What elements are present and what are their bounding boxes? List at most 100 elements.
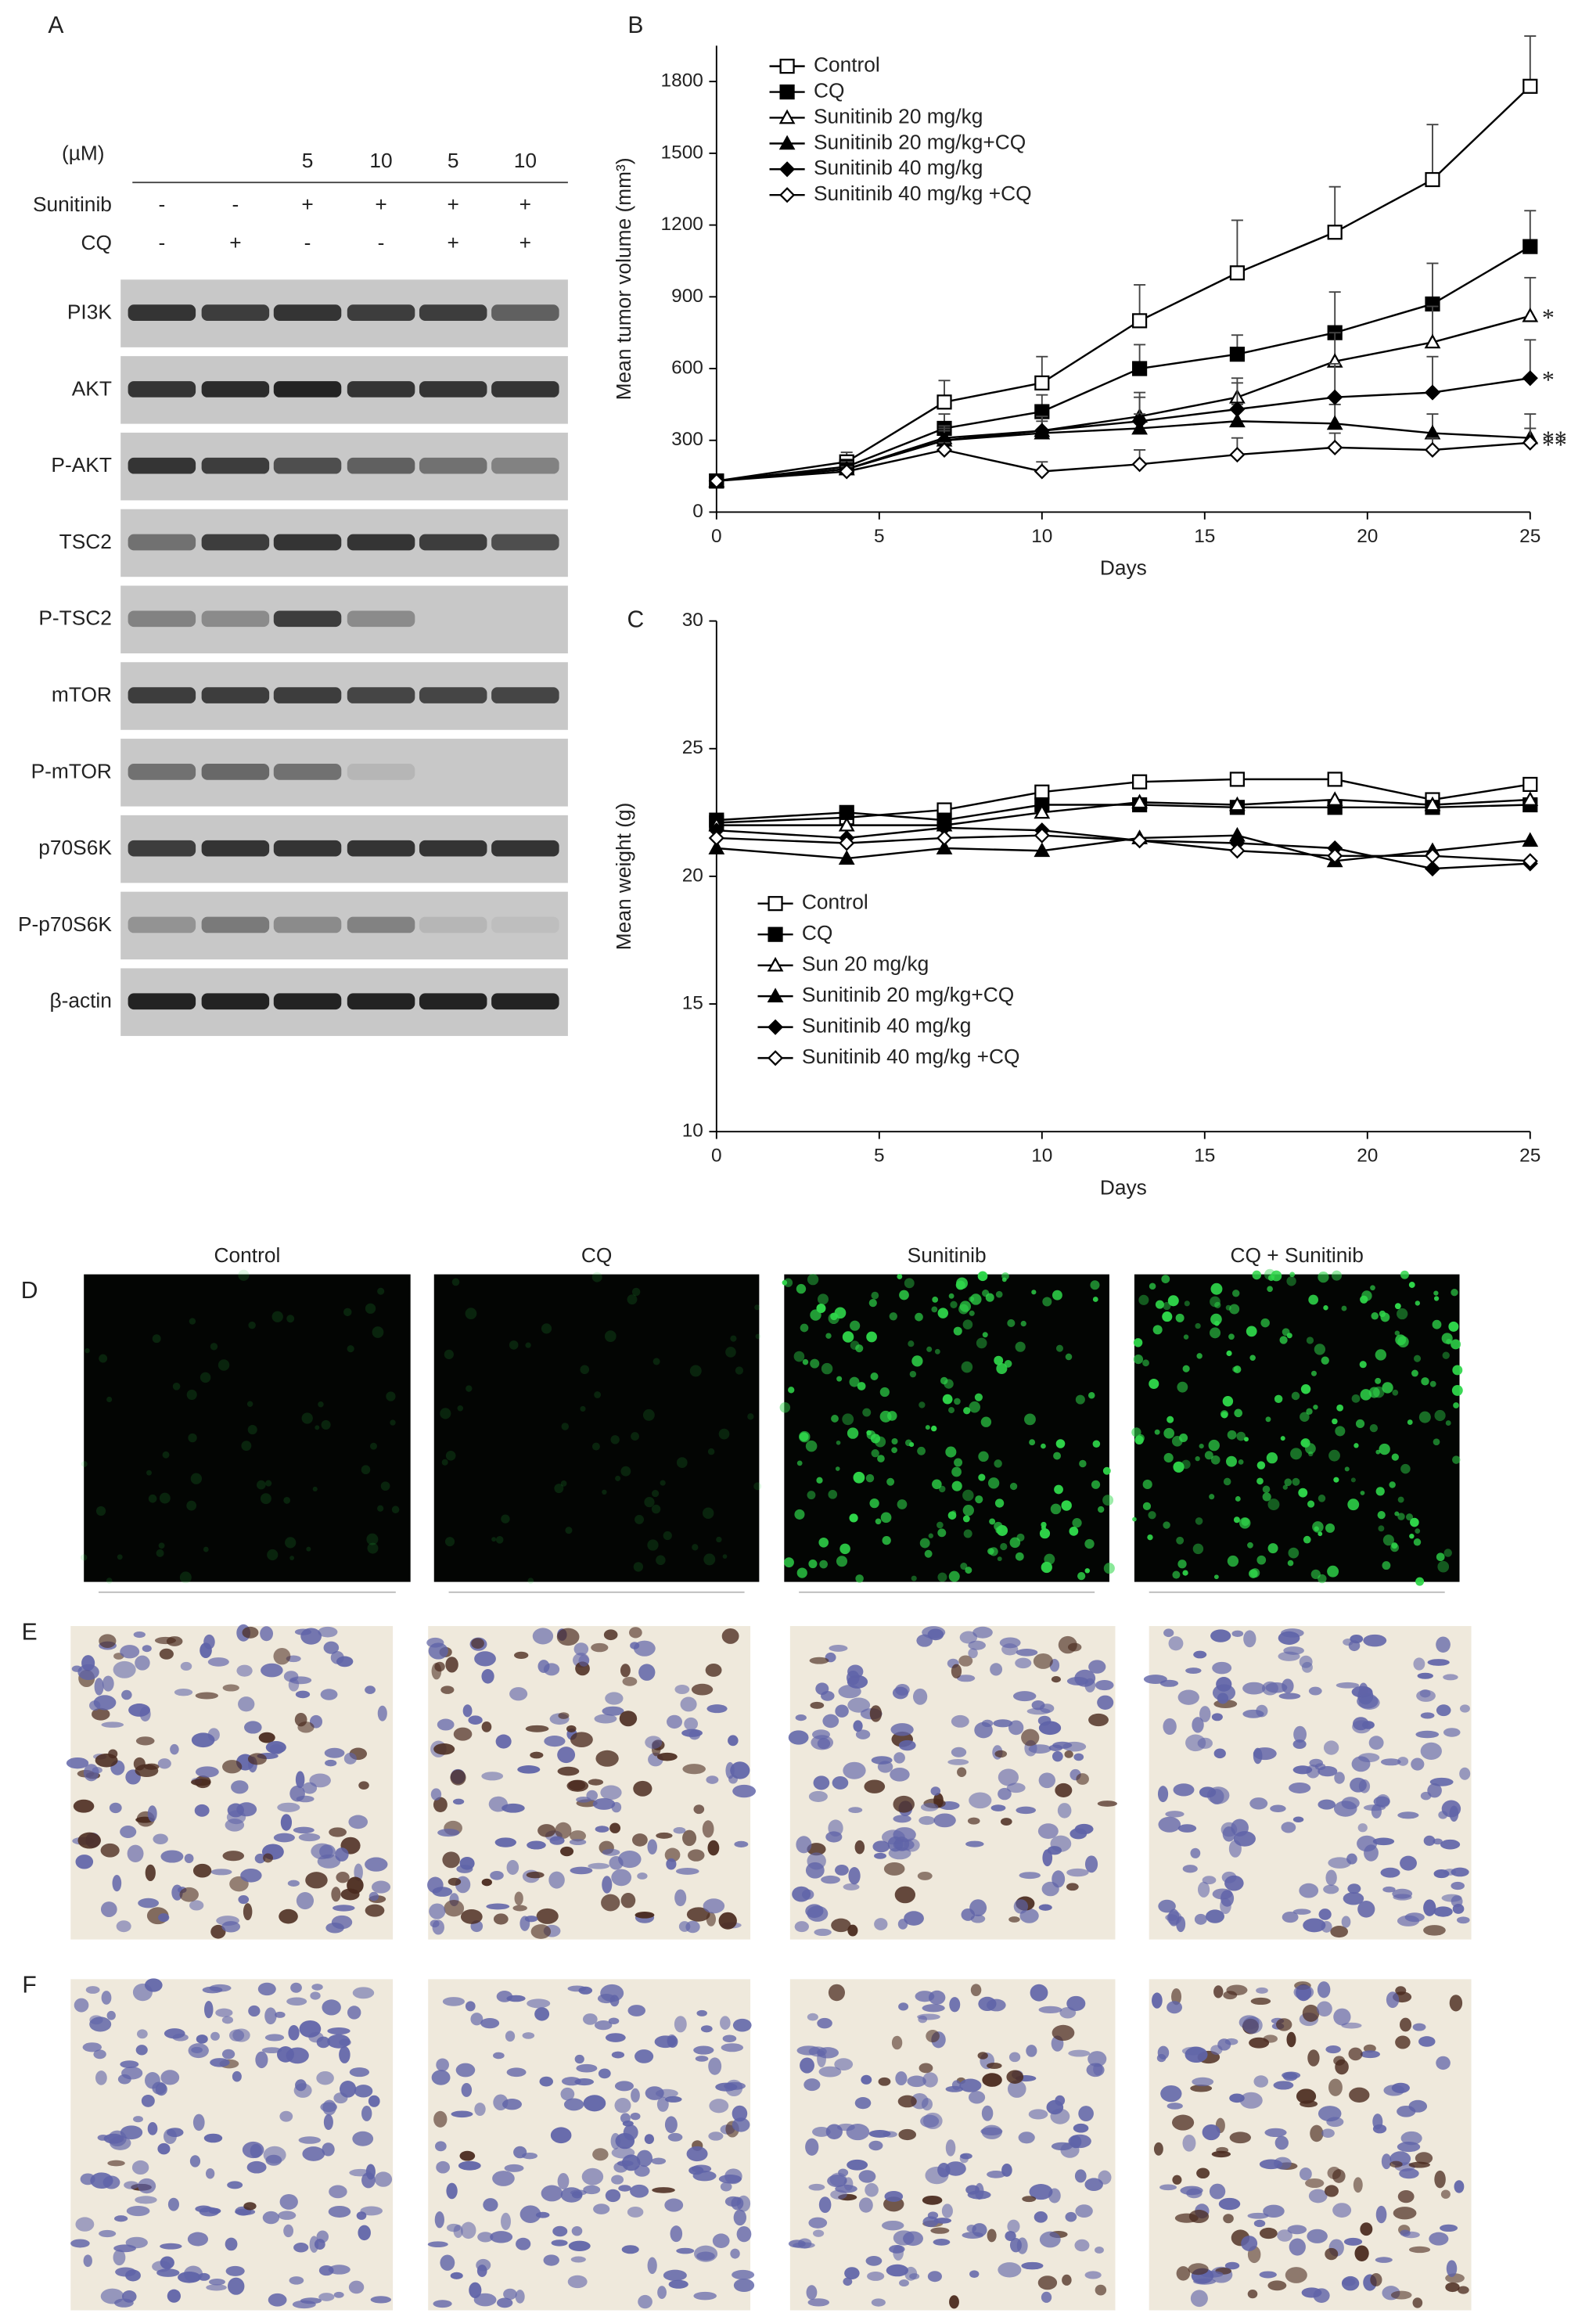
nucleus — [222, 1684, 239, 1692]
nucleus — [1420, 1791, 1432, 1801]
cell-signal — [1020, 1320, 1026, 1327]
nucleus — [121, 1689, 132, 1700]
nucleus — [788, 2239, 806, 2248]
nucleus — [1033, 1653, 1053, 1669]
nucleus — [1328, 1857, 1352, 1869]
cell-signal — [652, 1358, 660, 1365]
nucleus — [861, 2074, 872, 2085]
x-tick-label: 0 — [711, 1146, 722, 1167]
cell-signal — [1359, 1361, 1367, 1369]
cell-signal — [1410, 1517, 1419, 1527]
nucleus — [960, 2153, 972, 2160]
nucleus — [437, 1718, 455, 1731]
nucleus — [225, 2237, 238, 2251]
nucleus — [555, 1822, 572, 1839]
nucleus — [611, 2175, 624, 2185]
nucleus — [124, 2181, 139, 2189]
nucleus — [807, 2013, 818, 2021]
nucleus — [189, 2155, 201, 2168]
nucleus — [279, 2110, 293, 2122]
nucleus — [998, 1768, 1019, 1786]
cell-signal — [1167, 1416, 1174, 1423]
nucleus — [898, 2002, 909, 2011]
nucleus — [1197, 1881, 1210, 1898]
blot-band — [201, 764, 270, 780]
marker — [708, 829, 724, 847]
nucleus — [583, 2185, 601, 2195]
nucleus — [1330, 1926, 1348, 1938]
cell-signal — [1024, 1413, 1036, 1426]
nucleus — [1211, 1713, 1223, 1721]
cell-signal — [1395, 1334, 1407, 1346]
nucleus — [578, 1986, 593, 1995]
nucleus — [1318, 1908, 1332, 1920]
cell-signal — [870, 1372, 879, 1381]
cell-signal — [1409, 1533, 1415, 1539]
cell-signal — [1155, 1300, 1164, 1309]
treatment-sign: + — [448, 231, 459, 254]
cell-signal — [1221, 1412, 1228, 1419]
nucleus — [1380, 1867, 1400, 1878]
nucleus — [99, 2229, 117, 2238]
nucleus — [1009, 2238, 1022, 2253]
nucleus — [1418, 2036, 1436, 2047]
cell-signal — [917, 1446, 926, 1455]
cell-signal — [148, 1494, 157, 1503]
nucleus — [1157, 1786, 1169, 1803]
nucleus — [895, 2071, 908, 2086]
nucleus — [1427, 1783, 1442, 1798]
cell-signal — [793, 1351, 805, 1362]
cell-signal — [1335, 1426, 1346, 1437]
significance: ** — [1542, 431, 1567, 459]
protein-label: mTOR — [52, 682, 112, 706]
nucleus — [537, 1824, 556, 1837]
cell-signal — [1227, 1555, 1239, 1567]
nucleus — [705, 1664, 722, 1677]
cell-signal — [1167, 1295, 1179, 1307]
cell-signal — [755, 1333, 761, 1340]
nucleus — [283, 1671, 299, 1682]
nucleus — [75, 1855, 94, 1869]
nucleus — [296, 1795, 315, 1803]
cell-signal — [1228, 1333, 1235, 1340]
nucleus — [1299, 1655, 1313, 1668]
nucleus — [734, 1840, 749, 1847]
nucleus — [981, 2124, 1002, 2139]
cell-signal — [1175, 1313, 1185, 1322]
cell-signal — [794, 1509, 805, 1520]
nucleus — [1458, 2286, 1469, 2294]
cell-signal — [1084, 1568, 1091, 1574]
nucleus — [469, 2282, 482, 2298]
nucleus — [796, 1836, 812, 1854]
cell-signal — [248, 1321, 256, 1329]
cell-signal — [1222, 1396, 1234, 1407]
nucleus — [238, 1696, 255, 1712]
blot-band — [201, 534, 270, 551]
nucleus — [921, 2098, 933, 2111]
nucleus — [476, 2258, 491, 2272]
nucleus — [883, 1862, 905, 1876]
nucleus — [834, 2058, 854, 2070]
nucleus — [1415, 1730, 1440, 1739]
cell-signal — [1077, 1571, 1086, 1581]
nucleus — [969, 1899, 987, 1916]
nucleus — [310, 1991, 321, 2000]
cell-signal — [836, 1376, 843, 1382]
marker — [1229, 401, 1246, 418]
nucleus — [847, 1664, 864, 1679]
cell-signal — [627, 1294, 638, 1305]
cell-signal — [560, 1480, 567, 1487]
nucleus — [1381, 2153, 1392, 2170]
error-bar — [1426, 124, 1439, 180]
cell-signal — [1029, 1439, 1036, 1446]
nucleus — [570, 1732, 593, 1748]
cell-signal — [1441, 1333, 1453, 1344]
marker — [1132, 313, 1148, 329]
nucleus — [195, 1692, 218, 1700]
nucleus — [1076, 1773, 1089, 1785]
nucleus — [832, 1775, 849, 1790]
nucleus — [1019, 1872, 1041, 1880]
cell-signal — [620, 1466, 631, 1477]
nucleus — [429, 1903, 446, 1919]
cell-signal — [1192, 1543, 1204, 1555]
